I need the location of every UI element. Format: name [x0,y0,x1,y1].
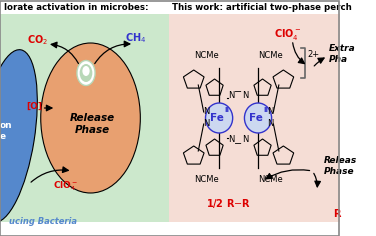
Text: N: N [203,119,209,128]
Text: NCMe: NCMe [258,51,283,60]
Ellipse shape [77,60,95,85]
Text: N: N [267,108,274,117]
Circle shape [244,103,271,133]
Text: Fe: Fe [249,113,263,123]
Text: Fe: Fe [210,113,224,123]
Ellipse shape [0,50,37,222]
Text: lorate activation in microbes:: lorate activation in microbes: [4,4,148,13]
Text: CH$_4$: CH$_4$ [125,31,147,45]
Text: ANME Archaea: ANME Archaea [53,160,128,169]
Text: ClO$_4^-$: ClO$_4^-$ [274,26,302,42]
Text: Extra
Pha: Extra Pha [329,44,355,64]
Text: N: N [242,92,249,101]
Text: NCMe: NCMe [194,176,219,185]
Text: ucing Bacteria: ucing Bacteria [9,218,77,227]
Bar [0,10,169,236]
Text: NCMe: NCMe [258,176,283,185]
Text: N: N [267,119,274,128]
Text: 1/2 R$-$R: 1/2 R$-$R [206,198,252,211]
Bar [0,0,340,14]
Text: NCMe: NCMe [194,51,219,60]
Text: N: N [228,135,234,144]
Text: on
e: on e [0,121,13,141]
Bar [169,10,340,236]
Text: −: − [234,139,242,149]
Text: [O]: [O] [26,101,42,110]
Text: This work: artificial two-phase perch: This work: artificial two-phase perch [172,4,352,13]
Text: Releas
Phase: Releas Phase [324,156,357,176]
Text: CO$_2$: CO$_2$ [27,33,49,47]
Text: II: II [264,107,268,113]
Ellipse shape [41,43,140,193]
Ellipse shape [80,64,92,82]
Text: R: R [333,209,341,219]
Ellipse shape [82,66,89,76]
Text: II: II [224,107,229,113]
Text: N: N [203,108,209,117]
Text: ClO$_4^-$: ClO$_4^-$ [53,179,78,193]
Text: −: − [234,87,242,97]
Text: 2+: 2+ [307,50,319,59]
Text: Release
Phase: Release Phase [70,113,115,135]
Text: N: N [228,92,234,101]
Bar [0,222,340,236]
Circle shape [206,103,233,133]
Text: N: N [242,135,249,144]
